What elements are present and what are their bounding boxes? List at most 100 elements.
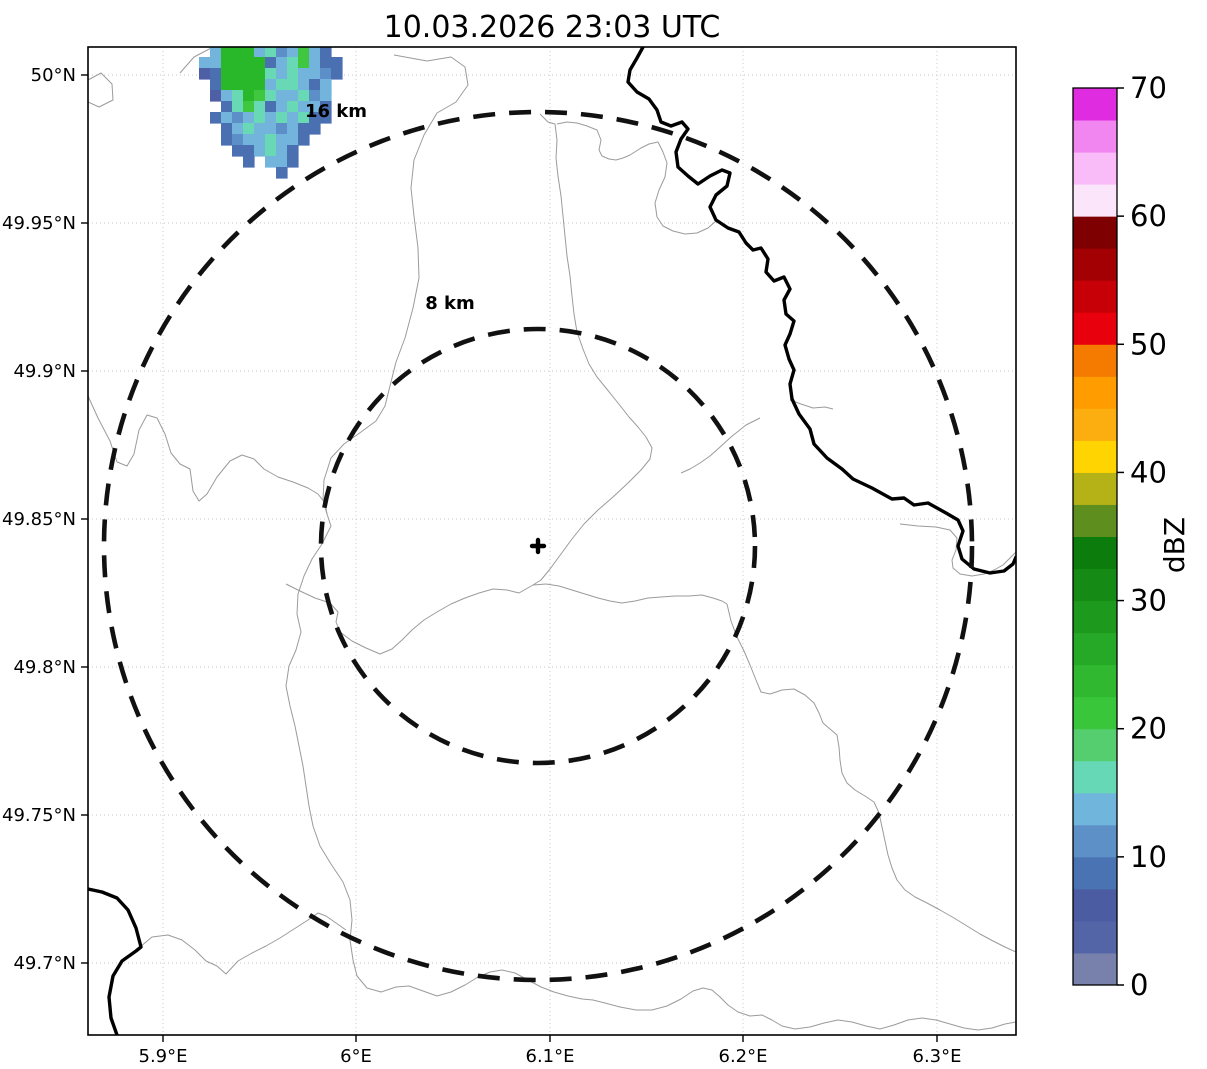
- echo-cell: [287, 134, 299, 146]
- x-axis-tick-label: 6°E: [340, 1046, 372, 1067]
- colorbar-segment: [1073, 856, 1117, 890]
- colorbar-segment: [1073, 440, 1117, 473]
- admin-border-line: [899, 523, 1016, 577]
- echo-cell: [265, 57, 277, 69]
- echo-cell: [243, 68, 255, 80]
- colorbar-segment: [1073, 216, 1117, 249]
- echo-cell: [298, 57, 310, 69]
- echo-cell: [265, 47, 277, 58]
- colorbar-tick-label: 30: [1130, 584, 1167, 618]
- echo-cell: [243, 90, 255, 102]
- x-axis-tick-label: 6.2°E: [719, 1046, 768, 1067]
- echo-cell: [254, 57, 266, 69]
- echo-cell: [320, 47, 332, 58]
- echo-cell: [221, 134, 233, 146]
- echo-cell: [331, 68, 343, 80]
- colorbar-segment: [1073, 728, 1117, 762]
- y-axis-tick-label: 49.9°N: [13, 361, 76, 382]
- echo-cell: [320, 79, 332, 91]
- colorbar-segment: [1073, 376, 1117, 409]
- admin-border-line: [139, 912, 347, 975]
- colorbar-segment: [1073, 152, 1117, 185]
- echo-cell: [210, 68, 222, 80]
- echo-cell: [287, 112, 299, 124]
- admin-border-line: [88, 72, 114, 108]
- echo-cell: [320, 90, 332, 102]
- echo-cell: [232, 57, 244, 69]
- echo-cell: [298, 101, 310, 113]
- echo-cell: [221, 123, 233, 135]
- admin-borders: [88, 47, 1016, 1031]
- echo-cell: [276, 112, 288, 124]
- colorbar-segment: [1073, 664, 1117, 698]
- radar-echo: [199, 47, 343, 179]
- admin-border-line: [680, 417, 761, 474]
- colorbar-tick-label: 20: [1130, 712, 1167, 746]
- echo-cell: [232, 123, 244, 135]
- echo-cell: [298, 112, 310, 124]
- rivers: [88, 47, 1016, 1035]
- echo-cell: [221, 79, 233, 91]
- echo-cell: [265, 145, 277, 157]
- colorbar-segment: [1073, 472, 1117, 505]
- colorbar-segment: [1073, 184, 1117, 217]
- gridlines: [88, 47, 1016, 1035]
- echo-cell: [309, 79, 321, 91]
- echo-cell: [243, 156, 255, 168]
- echo-cell: [309, 68, 321, 80]
- echo-cell: [276, 68, 288, 80]
- colorbar-segment: [1073, 344, 1117, 377]
- colorbar-tick-label: 70: [1130, 71, 1167, 105]
- echo-cell: [320, 68, 332, 80]
- echo-cell: [265, 156, 277, 168]
- range-ring: [318, 326, 758, 766]
- echo-cell: [243, 47, 255, 58]
- echo-cell: [243, 101, 255, 113]
- colorbar-segment: [1073, 760, 1117, 794]
- echo-cell: [232, 112, 244, 124]
- colorbar-segment: [1073, 824, 1117, 858]
- echo-cell: [276, 145, 288, 157]
- echo-cell: [265, 134, 277, 146]
- echo-cell: [243, 112, 255, 124]
- colorbar-segment: [1073, 888, 1117, 922]
- colorbar-segment: [1073, 920, 1117, 954]
- echo-cell: [287, 156, 299, 168]
- colorbar-segment: [1073, 88, 1117, 121]
- echo-cell: [298, 134, 310, 146]
- echo-cell: [199, 57, 211, 69]
- echo-cell: [243, 79, 255, 91]
- echo-cell: [221, 47, 233, 58]
- echo-cell: [309, 101, 321, 113]
- admin-border-line: [88, 395, 328, 515]
- echo-cell: [232, 134, 244, 146]
- echo-cell: [265, 112, 277, 124]
- echo-cell: [232, 101, 244, 113]
- echo-cell: [309, 123, 321, 135]
- y-axis-tick-label: 49.95°N: [2, 213, 76, 234]
- echo-cell: [309, 90, 321, 102]
- echo-cell: [199, 68, 211, 80]
- echo-cell: [320, 101, 332, 113]
- colorbar-segment: [1073, 952, 1117, 986]
- echo-cell: [298, 68, 310, 80]
- echo-cell: [254, 68, 266, 80]
- echo-cell: [265, 101, 277, 113]
- echo-cell: [287, 79, 299, 91]
- echo-cell: [221, 57, 233, 69]
- echo-cell: [276, 79, 288, 91]
- colorbar-tick-label: 50: [1130, 327, 1167, 361]
- echo-cell: [243, 134, 255, 146]
- echo-cell: [298, 123, 310, 135]
- radar-center-marker: [529, 537, 547, 555]
- echo-cell: [276, 167, 288, 179]
- echo-cell: [309, 57, 321, 69]
- echo-cell: [265, 79, 277, 91]
- echo-cell: [254, 47, 266, 58]
- echo-cell: [276, 123, 288, 135]
- echo-cell: [265, 68, 277, 80]
- colorbar-segment: [1073, 120, 1117, 153]
- echo-cell: [254, 134, 266, 146]
- echo-cell: [232, 68, 244, 80]
